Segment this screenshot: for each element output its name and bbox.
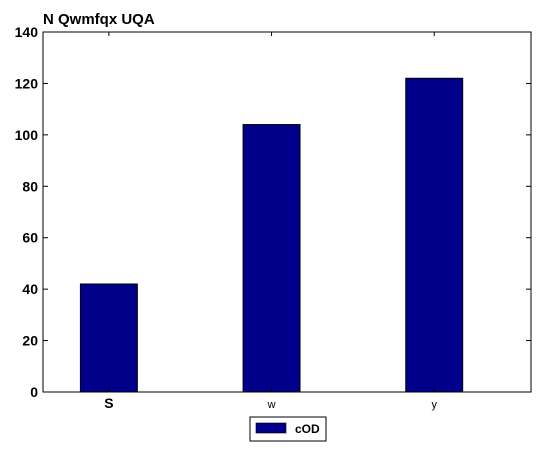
y-tick-label: 100 [15,127,39,143]
bars-group [79,77,464,393]
x-tick-label: w [267,399,276,411]
x-tick-label: S [104,395,113,411]
y-axis: 0 20 40 60 80 100 120 140 [15,24,531,400]
y-tick-label: 80 [22,178,38,194]
legend-label: cOD [295,422,320,436]
y-tick-label: 40 [22,281,38,297]
chart-title: N Qwmfqx UQA [43,11,155,28]
y-tick-label: 120 [15,75,39,91]
y-tick-label: 140 [15,24,39,40]
bar-S [79,283,138,393]
x-tick-label: y [431,399,437,411]
legend: cOD [249,416,327,442]
y-tick-label: 0 [30,384,38,400]
legend-swatch [255,422,287,434]
bar-w [242,124,301,393]
bar-y [405,77,464,393]
y-tick-label: 20 [22,333,38,349]
y-tick-label: 60 [22,230,38,246]
